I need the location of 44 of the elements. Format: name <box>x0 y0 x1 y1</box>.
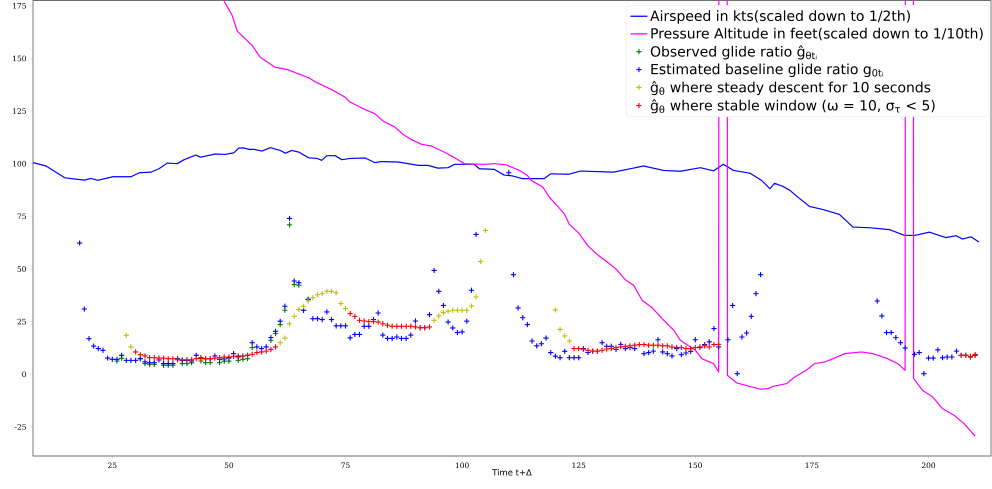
point <box>249 344 256 351</box>
legend-label: Pressure Altitude in feet(scaled down to 1/10th) <box>651 28 983 40</box>
legend-label: Observed glide ratio ĝ$_{θtᵢ}$ <box>650 45 816 60</box>
legend-label: ĝ$_{θ}$ where steady descent for 10 seconds <box>650 81 930 96</box>
point <box>556 326 564 333</box>
point <box>472 294 480 300</box>
point <box>282 307 288 314</box>
point <box>464 307 470 314</box>
point <box>468 302 475 310</box>
point <box>342 305 349 312</box>
point <box>207 360 214 366</box>
point <box>314 292 321 298</box>
point <box>450 307 456 314</box>
point <box>482 227 489 234</box>
legend-label: Airspeed in kts(scaled down to 1/2th) <box>650 10 910 24</box>
point <box>235 357 242 364</box>
point <box>562 332 568 340</box>
point <box>282 334 288 342</box>
point <box>300 303 307 310</box>
point <box>458 307 466 314</box>
legend-label: ĝ$_{θ}$ where stable window (ω = 10, σ$_{τ}$ < 5) <box>650 99 935 114</box>
point <box>286 222 293 228</box>
point <box>310 294 316 301</box>
point <box>430 317 438 324</box>
point <box>324 288 330 294</box>
point <box>440 309 447 316</box>
point <box>566 338 573 344</box>
point <box>338 300 344 307</box>
point <box>291 313 298 320</box>
point <box>454 307 461 314</box>
point <box>128 344 134 350</box>
line-series <box>33 147 980 243</box>
point <box>286 320 293 327</box>
point <box>552 306 559 313</box>
point <box>436 312 442 320</box>
point <box>296 306 302 313</box>
point <box>478 258 484 265</box>
point <box>277 340 284 346</box>
point <box>123 332 130 338</box>
legend-label: Estimated baseline glide ratio g$_{0tᵢ}$ <box>651 64 883 78</box>
point <box>118 355 125 362</box>
point <box>444 308 452 314</box>
x-axis-title: Time t+Δ <box>492 468 532 476</box>
point <box>319 290 326 297</box>
